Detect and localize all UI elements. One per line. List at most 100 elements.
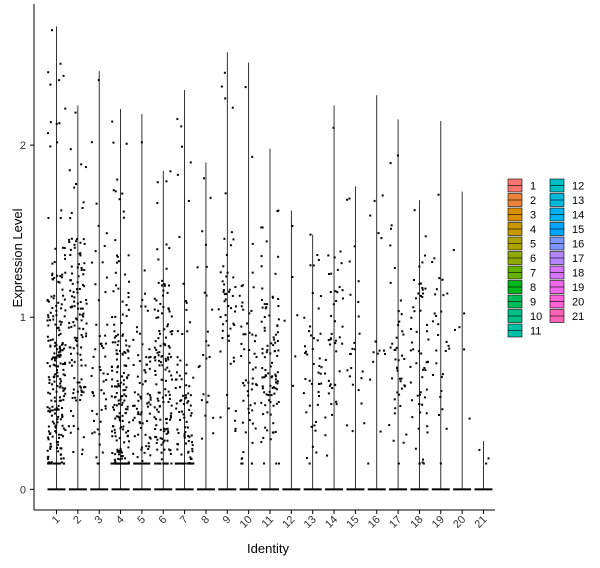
data-point xyxy=(81,453,84,456)
data-point xyxy=(47,436,50,439)
data-point xyxy=(117,383,120,386)
data-point xyxy=(120,395,123,398)
data-point xyxy=(157,309,160,312)
data-point xyxy=(372,351,375,354)
data-point xyxy=(126,462,129,465)
data-point xyxy=(169,355,172,358)
data-point xyxy=(53,356,56,359)
data-point xyxy=(439,462,442,465)
data-point xyxy=(205,265,208,268)
data-point xyxy=(319,332,322,335)
data-point xyxy=(81,307,84,310)
data-point xyxy=(275,381,278,384)
data-point xyxy=(335,299,338,302)
data-point xyxy=(59,216,62,219)
data-point xyxy=(440,389,443,392)
x-tick-label-6: 6 xyxy=(157,514,170,527)
data-point xyxy=(119,398,122,401)
data-point xyxy=(158,351,161,354)
data-point xyxy=(167,430,170,433)
data-point xyxy=(175,462,178,465)
data-point xyxy=(161,364,164,367)
data-point xyxy=(263,462,266,465)
data-point xyxy=(330,272,333,275)
data-point xyxy=(393,398,396,401)
data-point xyxy=(120,457,123,460)
data-point xyxy=(265,240,268,243)
data-point xyxy=(56,418,59,421)
data-point xyxy=(98,366,101,369)
data-point xyxy=(401,330,404,333)
data-point xyxy=(276,331,279,334)
data-point xyxy=(50,358,53,361)
data-point xyxy=(389,244,392,247)
data-point xyxy=(47,300,50,303)
data-point xyxy=(176,363,179,366)
data-point xyxy=(79,307,82,310)
data-point xyxy=(190,412,193,415)
data-point xyxy=(162,427,165,430)
data-point xyxy=(53,276,56,279)
data-point xyxy=(59,348,62,351)
legend-label: 7 xyxy=(530,268,536,280)
data-point xyxy=(221,280,224,283)
data-point xyxy=(341,297,344,300)
data-point xyxy=(269,413,272,416)
data-point xyxy=(360,402,363,405)
data-point xyxy=(140,426,143,429)
data-point xyxy=(268,314,271,317)
data-point xyxy=(170,404,173,407)
data-point xyxy=(169,449,172,452)
data-point xyxy=(140,411,143,414)
data-point xyxy=(163,462,166,465)
data-point xyxy=(47,391,50,394)
data-point xyxy=(47,462,50,465)
data-point xyxy=(338,370,341,373)
data-point xyxy=(69,217,72,220)
data-point xyxy=(68,361,71,364)
data-point xyxy=(70,211,73,214)
data-point xyxy=(414,447,417,450)
data-point xyxy=(231,294,234,297)
data-point xyxy=(76,288,79,291)
data-point xyxy=(334,342,337,345)
data-point xyxy=(412,306,415,309)
data-point xyxy=(240,355,243,358)
data-point xyxy=(143,369,146,372)
data-point xyxy=(58,399,61,402)
data-point xyxy=(395,346,398,349)
data-point xyxy=(249,404,252,407)
data-point xyxy=(93,431,96,434)
data-point xyxy=(48,319,51,322)
legend-item-19: 19 xyxy=(549,280,584,294)
data-point xyxy=(59,462,62,465)
data-point xyxy=(147,442,150,445)
data-point xyxy=(76,302,79,305)
data-point xyxy=(306,353,309,356)
data-point xyxy=(52,388,55,391)
data-point xyxy=(82,201,85,204)
violin-base-6 xyxy=(154,488,173,491)
data-point xyxy=(153,308,156,311)
data-point xyxy=(426,431,429,434)
data-point xyxy=(101,261,104,264)
data-point xyxy=(271,296,274,299)
data-point xyxy=(332,303,335,306)
data-point xyxy=(178,418,181,421)
data-point xyxy=(420,352,423,355)
data-point xyxy=(312,264,315,267)
data-point xyxy=(148,436,151,439)
data-point xyxy=(133,435,136,438)
data-point xyxy=(53,294,56,297)
data-point xyxy=(265,303,268,306)
data-point xyxy=(350,367,353,370)
data-point xyxy=(58,396,61,399)
data-point xyxy=(330,314,333,317)
data-point xyxy=(346,424,349,427)
data-point xyxy=(80,394,83,397)
data-point xyxy=(378,349,381,352)
data-point xyxy=(119,458,122,461)
data-point xyxy=(59,62,62,65)
data-point xyxy=(310,382,313,385)
data-point xyxy=(229,244,232,247)
